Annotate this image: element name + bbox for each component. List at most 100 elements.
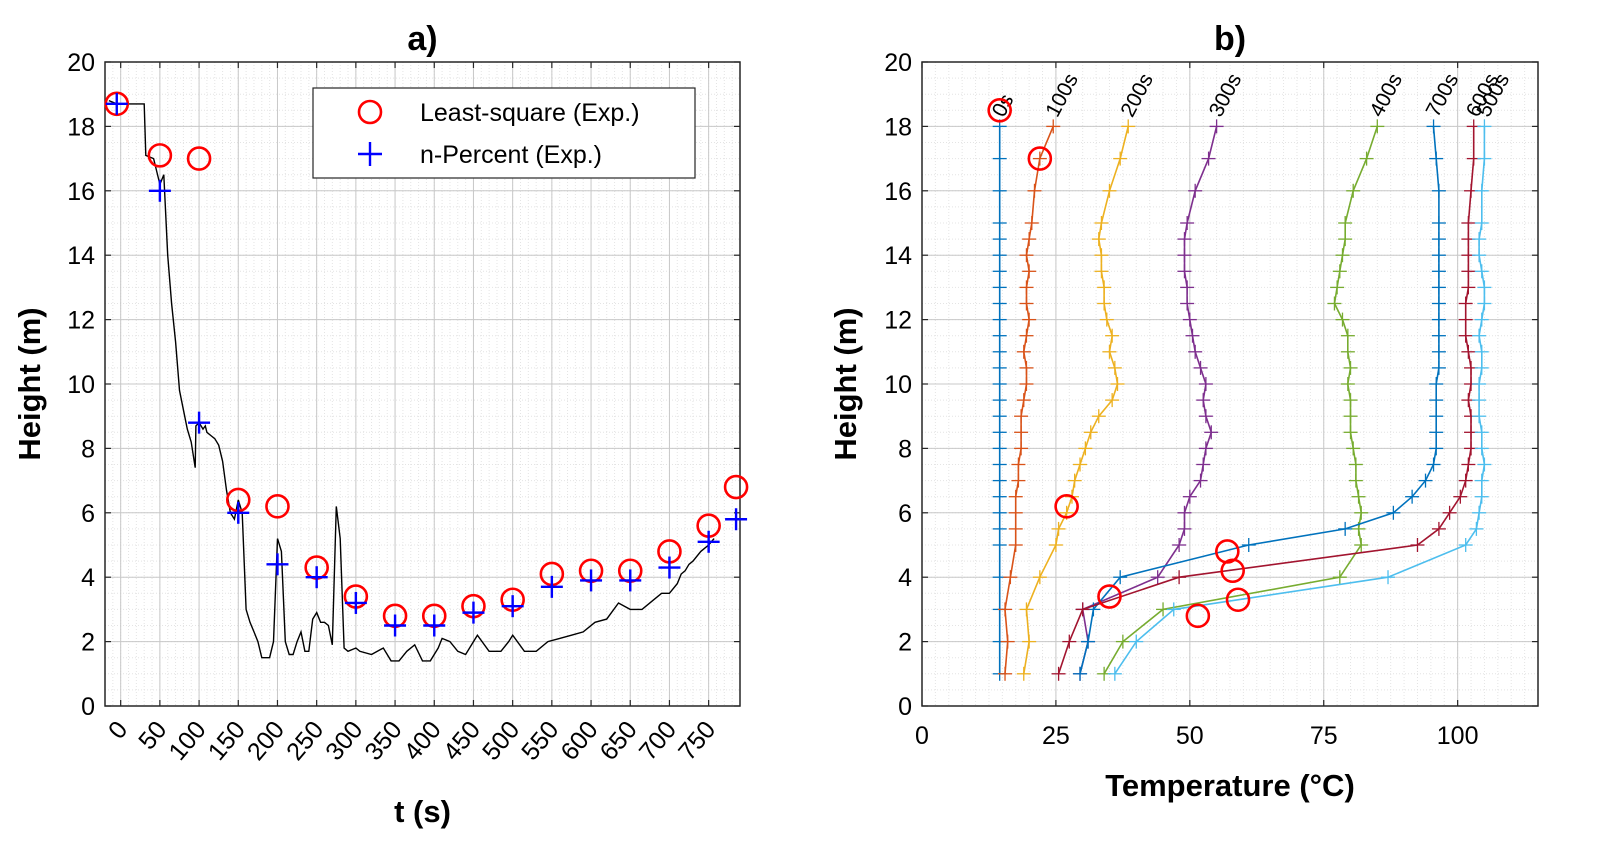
series-label: 0s (988, 90, 1019, 120)
series-marker (992, 264, 1007, 279)
series-marker (1472, 505, 1487, 520)
series-marker (1008, 521, 1023, 536)
series-marker (1172, 538, 1187, 552)
series-marker (1011, 473, 1026, 488)
series-marker (1472, 248, 1487, 263)
n-percent-point (462, 601, 485, 624)
series-marker (1008, 489, 1023, 504)
series-label: 300s (1205, 70, 1247, 121)
y-tick-label: 12 (67, 307, 95, 335)
series-marker (998, 602, 1013, 617)
legend-label: Least-square (Exp.) (420, 99, 640, 127)
least-square-point (1097, 584, 1122, 609)
series-marker (1091, 232, 1106, 247)
series-marker (1431, 216, 1446, 230)
series-marker (1019, 296, 1034, 311)
series-marker (1115, 634, 1130, 649)
series-marker (1458, 328, 1473, 343)
series-marker (1474, 489, 1489, 504)
series-marker (1019, 377, 1034, 391)
series-marker (1019, 280, 1034, 295)
series-marker (1094, 264, 1109, 279)
series-marker (1180, 216, 1195, 230)
series-marker (1343, 393, 1358, 408)
series-marker (1107, 360, 1122, 375)
legend-box (312, 87, 696, 179)
series-marker (992, 441, 1007, 456)
series-marker (992, 312, 1007, 327)
series-marker (992, 521, 1007, 536)
series-marker (1431, 521, 1446, 536)
legend-label: n-Percent (Exp.) (420, 141, 602, 169)
series-marker (1022, 232, 1037, 247)
series-marker (992, 489, 1007, 504)
y-tick-label: 0 (898, 693, 912, 721)
series-marker (1113, 151, 1128, 166)
series-marker (1091, 409, 1106, 424)
series-line (1004, 126, 1054, 674)
series-marker (1431, 296, 1446, 311)
series-marker (1078, 441, 1093, 456)
series-marker (1346, 183, 1361, 198)
series-marker (1241, 538, 1256, 552)
x-axis-label: Temperature (°C) (1105, 768, 1355, 803)
series-label: 100s (1041, 70, 1083, 121)
series-marker (1335, 248, 1350, 263)
series-marker (1198, 409, 1213, 424)
series-marker (1458, 312, 1473, 327)
series-marker (1177, 248, 1192, 263)
series-marker (1048, 538, 1063, 552)
series-label: 400s (1365, 70, 1407, 121)
series-marker (1022, 264, 1037, 279)
series-marker (1177, 264, 1192, 279)
series-marker (1019, 360, 1034, 375)
y-tick-label: 2 (81, 629, 95, 657)
series-marker (1348, 457, 1363, 472)
series-marker (1472, 377, 1487, 391)
series-marker (1335, 312, 1350, 327)
series-marker (1431, 248, 1446, 263)
series-marker (1418, 473, 1433, 488)
series-marker (1461, 280, 1476, 295)
series-marker (1426, 119, 1441, 134)
series-line (1023, 126, 1129, 674)
least-square-point (265, 494, 290, 519)
series-marker (992, 473, 1007, 488)
series-marker (1051, 666, 1066, 681)
series-line (1114, 126, 1486, 675)
series-marker (992, 248, 1007, 263)
series-line (1057, 126, 1475, 675)
series-marker (1351, 489, 1366, 504)
series-marker (1032, 151, 1047, 166)
series-marker (1461, 216, 1476, 230)
series-200s: 200s (1016, 70, 1158, 681)
x-tick-label: 400 (399, 716, 447, 766)
x-tick-label: 450 (438, 716, 486, 766)
series-marker (1461, 264, 1476, 279)
series-marker (1016, 344, 1031, 359)
series-marker (1431, 360, 1446, 375)
series-marker (1477, 119, 1492, 134)
n-percent-point (580, 569, 603, 592)
series-marker (1003, 570, 1018, 585)
series-marker (1172, 570, 1187, 585)
series-marker (1332, 570, 1347, 585)
x-tick-label: 600 (555, 716, 603, 766)
series-marker (1105, 328, 1120, 343)
n-percent-point (188, 411, 211, 434)
x-tick-label: 200 (242, 716, 290, 766)
x-tick-label: 0 (103, 716, 133, 745)
series-marker (1431, 183, 1446, 198)
x-tick-label: 500 (477, 716, 525, 766)
series-marker (992, 216, 1007, 230)
series-marker (992, 393, 1007, 408)
n-percent-point (501, 595, 524, 618)
legend-circle-icon (357, 99, 383, 125)
least-square-point (1054, 494, 1079, 519)
least-square-point (186, 146, 212, 171)
series-marker (1458, 473, 1473, 488)
x-tick-label: 250 (281, 716, 329, 766)
series-marker (1019, 602, 1034, 617)
x-tick-label: 100 (1437, 722, 1479, 750)
n-percent-point (148, 179, 171, 202)
